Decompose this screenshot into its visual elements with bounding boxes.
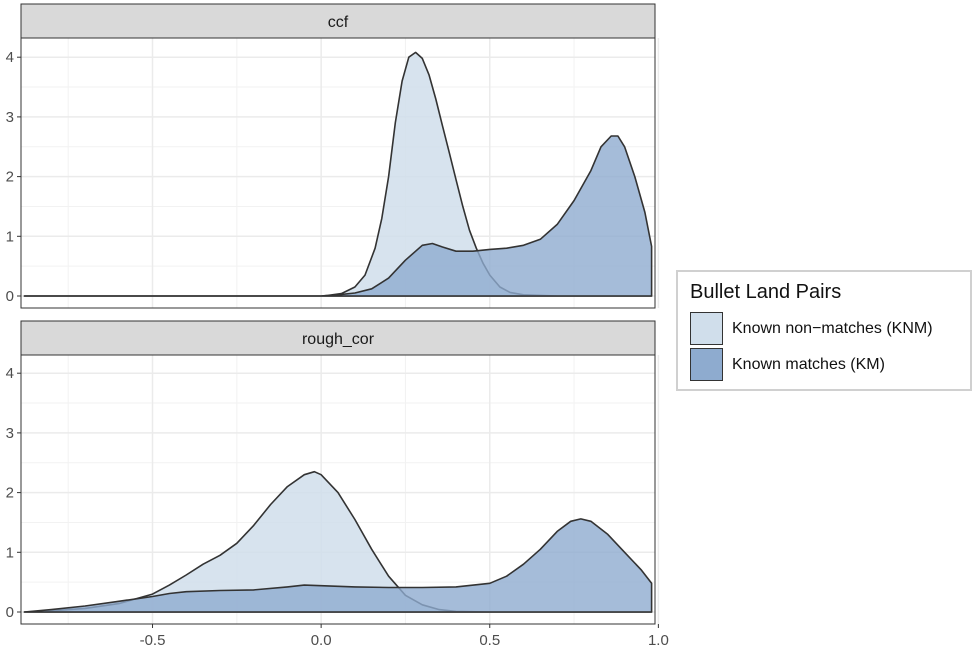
legend-item-knm: Known non−matches (KNM) [690, 312, 970, 348]
strip-bg-rough_cor [20, 320, 656, 356]
strip-label-ccf: ccf [328, 14, 349, 31]
legend-label-knm: Known non−matches (KNM) [732, 320, 933, 337]
facet-panel-ccf: ccf 0 1 2 3 4 [6, 3, 660, 309]
y-tick-label: 0 [6, 604, 14, 621]
x-tick-label: 1.0 [648, 632, 669, 649]
legend: Bullet Land Pairs Known non−matches (KNM… [676, 270, 972, 391]
x-tick-label: -0.5 [140, 632, 166, 649]
y-tick-label: 4 [6, 49, 14, 66]
y-tick-label: 2 [6, 169, 14, 186]
y-tick-label: 3 [6, 109, 14, 126]
facet-panel-rough_cor: rough_cor 0 1 2 3 4 -0.5 0.0 0.5 1.0 [6, 320, 669, 649]
x-tick-label: 0.5 [479, 632, 500, 649]
y-tick-label: 2 [6, 485, 14, 502]
y-tick-label: 1 [6, 544, 14, 561]
legend-item-km: Known matches (KM) [690, 348, 970, 384]
legend-label-km: Known matches (KM) [732, 356, 885, 373]
legend-key-km [690, 348, 723, 381]
density-area-km [23, 518, 653, 613]
panel-border [20, 37, 656, 309]
x-tick-label: 0.0 [311, 632, 332, 649]
legend-key-knm [690, 312, 723, 345]
y-tick-label: 3 [6, 425, 14, 442]
y-tick-label: 4 [6, 365, 14, 382]
density-area-km [23, 135, 653, 297]
strip-label-rough_cor: rough_cor [302, 331, 375, 348]
y-tick-label: 1 [6, 228, 14, 245]
y-tick-label: 0 [6, 288, 14, 305]
panel-border [20, 354, 656, 625]
legend-title: Bullet Land Pairs [690, 281, 842, 303]
strip-bg-ccf [20, 3, 656, 39]
